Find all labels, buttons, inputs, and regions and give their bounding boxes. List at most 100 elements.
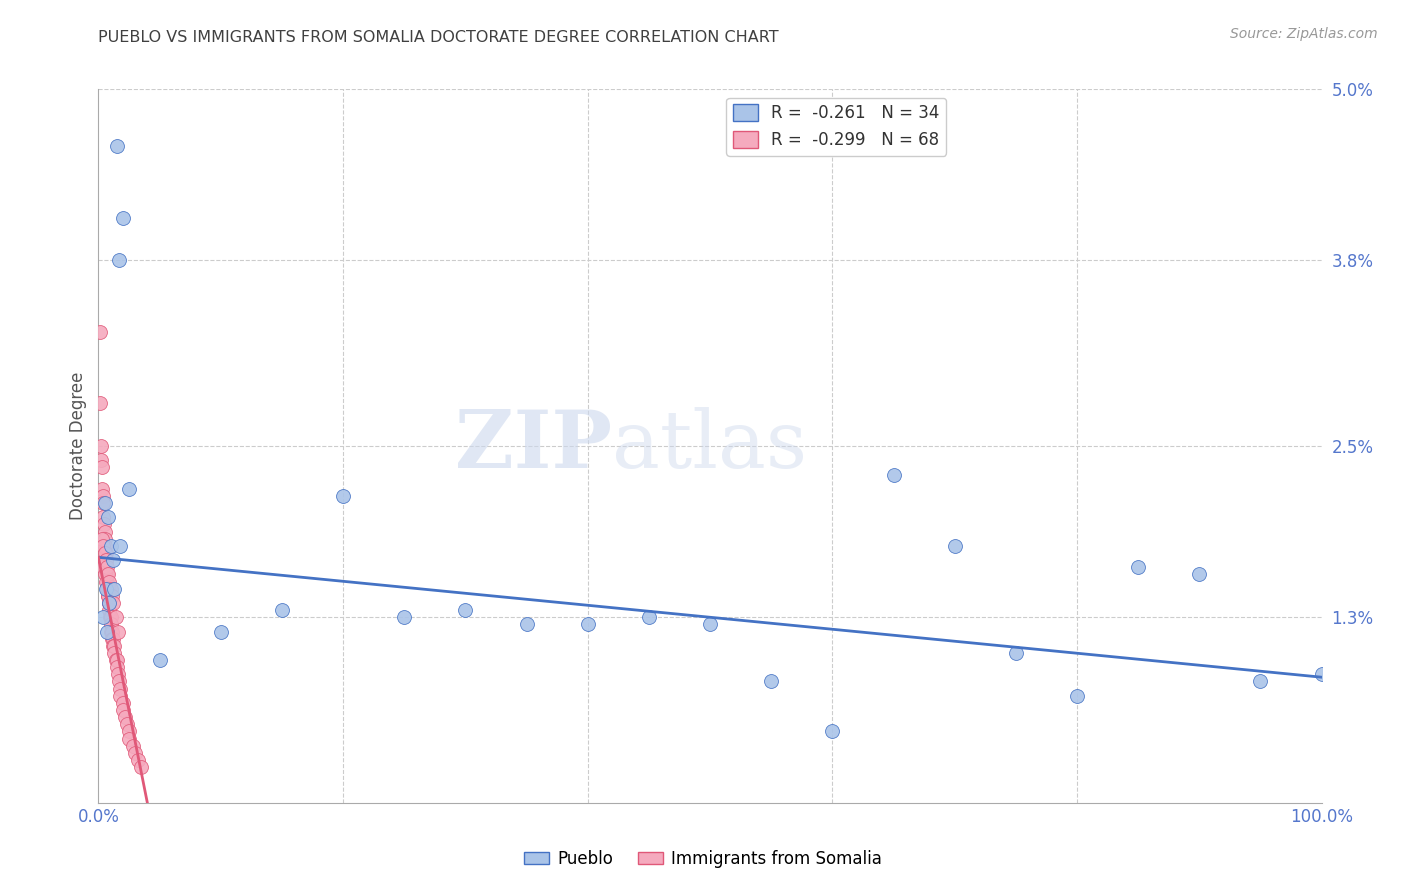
Point <box>98 596 121 610</box>
Point <box>107 667 129 681</box>
Point <box>97 589 120 603</box>
Point <box>91 460 114 475</box>
Point <box>105 139 128 153</box>
Point <box>118 724 141 739</box>
Point <box>93 532 115 546</box>
Point <box>118 482 141 496</box>
Point <box>91 610 114 624</box>
Point <box>96 560 118 574</box>
Text: ZIP: ZIP <box>456 407 612 485</box>
Point <box>118 731 141 746</box>
Point <box>94 546 117 560</box>
Point <box>93 496 115 510</box>
Legend: R =  -0.261   N = 34, R =  -0.299   N = 68: R = -0.261 N = 34, R = -0.299 N = 68 <box>727 97 946 155</box>
Point <box>91 482 114 496</box>
Point <box>98 603 121 617</box>
Point <box>97 596 120 610</box>
Point <box>103 646 125 660</box>
Point <box>111 211 134 225</box>
Point <box>104 610 127 624</box>
Point <box>90 439 112 453</box>
Point <box>91 560 114 574</box>
Y-axis label: Doctorate Degree: Doctorate Degree <box>69 372 87 520</box>
Point <box>101 589 124 603</box>
Point <box>108 253 131 268</box>
Point <box>96 624 118 639</box>
Point <box>114 710 136 724</box>
Point <box>101 632 124 646</box>
Point <box>98 610 121 624</box>
Point <box>94 553 117 567</box>
Point <box>96 567 118 582</box>
Point <box>1310 667 1333 681</box>
Point <box>91 489 114 503</box>
Point <box>91 532 114 546</box>
Point <box>94 582 117 596</box>
Point <box>121 739 143 753</box>
Point <box>270 603 294 617</box>
Point <box>883 467 905 482</box>
Point <box>392 610 416 624</box>
Point <box>97 567 120 582</box>
Text: atlas: atlas <box>612 407 807 485</box>
Point <box>100 624 122 639</box>
Point <box>115 717 138 731</box>
Point <box>454 603 477 617</box>
Point <box>821 724 844 739</box>
Point <box>91 539 114 553</box>
Point <box>100 539 122 553</box>
Point <box>97 510 120 524</box>
Point <box>98 596 121 610</box>
Point <box>110 689 132 703</box>
Point <box>108 674 131 689</box>
Point <box>1066 689 1088 703</box>
Point <box>103 582 125 596</box>
Point <box>103 639 125 653</box>
Point <box>105 653 128 667</box>
Point <box>111 703 134 717</box>
Point <box>93 517 115 532</box>
Point <box>93 546 115 560</box>
Point <box>105 660 128 674</box>
Point <box>638 610 661 624</box>
Point <box>110 539 132 553</box>
Point <box>107 624 129 639</box>
Point <box>149 653 172 667</box>
Point <box>101 596 124 610</box>
Point <box>94 574 117 589</box>
Point <box>93 567 115 582</box>
Point <box>89 396 111 410</box>
Point <box>97 589 120 603</box>
Point <box>97 582 120 596</box>
Text: Source: ZipAtlas.com: Source: ZipAtlas.com <box>1230 27 1378 41</box>
Point <box>111 696 134 710</box>
Point <box>101 624 124 639</box>
Point <box>90 453 112 467</box>
Point <box>100 617 122 632</box>
Point <box>124 746 146 760</box>
Point <box>127 753 149 767</box>
Text: PUEBLO VS IMMIGRANTS FROM SOMALIA DOCTORATE DEGREE CORRELATION CHART: PUEBLO VS IMMIGRANTS FROM SOMALIA DOCTOR… <box>98 29 779 45</box>
Point <box>94 539 117 553</box>
Point <box>104 653 127 667</box>
Point <box>94 553 117 567</box>
Point <box>101 553 124 567</box>
Legend: Pueblo, Immigrants from Somalia: Pueblo, Immigrants from Somalia <box>517 844 889 875</box>
Point <box>1188 567 1211 582</box>
Point <box>209 624 232 639</box>
Point <box>332 489 354 503</box>
Point <box>96 582 118 596</box>
Point <box>699 617 721 632</box>
Point <box>101 639 124 653</box>
Point <box>576 617 599 632</box>
Point <box>1004 646 1026 660</box>
Point <box>1128 560 1150 574</box>
Point <box>96 560 118 574</box>
Point <box>97 582 120 596</box>
Point <box>761 674 783 689</box>
Point <box>1250 674 1272 689</box>
Point <box>89 325 111 339</box>
Point <box>93 524 115 539</box>
Point <box>129 760 152 774</box>
Point <box>91 496 114 510</box>
